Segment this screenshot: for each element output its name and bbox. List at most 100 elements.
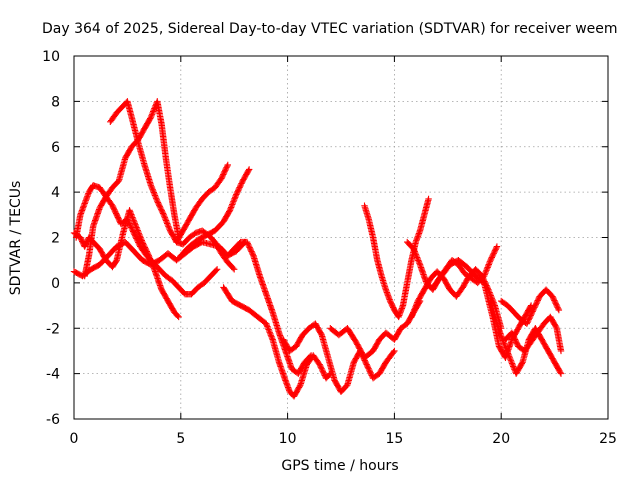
x-tick-label: 20 bbox=[492, 431, 510, 447]
data-point bbox=[266, 329, 273, 336]
data-point bbox=[507, 357, 515, 364]
data-point bbox=[220, 171, 227, 178]
x-tick-label: 25 bbox=[599, 431, 617, 447]
data-point bbox=[510, 364, 518, 372]
data-point bbox=[227, 205, 234, 213]
grid-lines bbox=[74, 56, 608, 419]
data-point bbox=[363, 361, 370, 368]
data-point bbox=[511, 336, 519, 343]
data-point bbox=[532, 301, 540, 308]
data-point bbox=[247, 247, 255, 254]
data-point bbox=[124, 216, 131, 223]
data-point bbox=[364, 364, 372, 371]
data-point bbox=[229, 264, 237, 272]
data-point bbox=[491, 248, 498, 256]
data-point bbox=[503, 347, 511, 354]
data-point bbox=[130, 217, 137, 224]
data-point bbox=[525, 316, 532, 323]
data-point bbox=[245, 241, 252, 248]
y-tick-label: 4 bbox=[51, 185, 60, 201]
data-point bbox=[416, 260, 423, 267]
data-point bbox=[263, 321, 271, 329]
data-point bbox=[509, 330, 516, 338]
data-point bbox=[512, 337, 519, 345]
data-point bbox=[154, 199, 162, 206]
axis-ticks: 0 5 10 15 20 25 -6 -4 -2 0 2 4 6 8 10 bbox=[42, 49, 617, 447]
data-point bbox=[245, 242, 253, 250]
data-point bbox=[166, 226, 173, 233]
data-point bbox=[155, 200, 162, 208]
data-point bbox=[524, 317, 532, 325]
data-point bbox=[164, 221, 171, 229]
data-point bbox=[151, 192, 159, 199]
data-point bbox=[230, 196, 238, 204]
x-tick-label: 0 bbox=[70, 431, 79, 447]
data-point bbox=[224, 161, 231, 169]
data-point bbox=[134, 237, 141, 245]
series-arc-8 bbox=[224, 238, 315, 377]
data-point bbox=[150, 187, 157, 195]
data-point bbox=[268, 334, 276, 342]
data-point bbox=[320, 369, 327, 376]
data-point bbox=[482, 268, 490, 275]
y-tick-label: -2 bbox=[46, 321, 60, 337]
data-point bbox=[487, 255, 495, 263]
data-point bbox=[489, 252, 496, 260]
data-point bbox=[554, 304, 561, 311]
data-point bbox=[147, 114, 155, 121]
data-point bbox=[531, 304, 538, 311]
data-point bbox=[222, 165, 230, 173]
data-point bbox=[484, 264, 491, 271]
data-point bbox=[218, 175, 225, 182]
data-point bbox=[551, 298, 559, 306]
data-point bbox=[504, 348, 511, 356]
data-point bbox=[317, 362, 324, 370]
data-point bbox=[151, 190, 158, 198]
data-point bbox=[129, 227, 136, 234]
data-point bbox=[152, 193, 159, 201]
x-axis-label: GPS time / hours bbox=[281, 458, 398, 474]
data-point bbox=[415, 258, 423, 266]
data-point bbox=[413, 254, 421, 261]
data-point bbox=[483, 265, 491, 273]
y-axis-label: SDTVAR / TECUs bbox=[8, 181, 24, 296]
data-point bbox=[231, 194, 239, 201]
data-points bbox=[70, 98, 565, 400]
data-point bbox=[137, 235, 145, 243]
data-point bbox=[157, 204, 164, 212]
data-point bbox=[557, 369, 564, 376]
data-point bbox=[263, 320, 270, 327]
data-point bbox=[320, 370, 328, 378]
data-point bbox=[502, 344, 509, 351]
data-point bbox=[124, 217, 132, 224]
data-point bbox=[246, 244, 253, 251]
data-point bbox=[226, 207, 234, 214]
data-point bbox=[296, 383, 303, 390]
data-point bbox=[410, 309, 417, 316]
data-point bbox=[415, 257, 422, 264]
data-point bbox=[223, 164, 230, 171]
data-point bbox=[414, 255, 421, 263]
data-point bbox=[248, 248, 255, 255]
series-arc-9 bbox=[220, 284, 334, 400]
data-point bbox=[364, 362, 371, 370]
data-point bbox=[149, 186, 156, 193]
data-point bbox=[162, 215, 169, 223]
data-point bbox=[552, 300, 559, 307]
series-arc-7 bbox=[177, 166, 253, 259]
data-point bbox=[527, 303, 534, 311]
data-point bbox=[151, 266, 158, 274]
data-point bbox=[485, 261, 492, 268]
data-point bbox=[484, 262, 492, 270]
series-arc-2 bbox=[72, 98, 182, 241]
series-arc-10 bbox=[280, 320, 398, 395]
data-point bbox=[174, 312, 181, 319]
data-point bbox=[425, 195, 432, 203]
data-point bbox=[493, 244, 500, 252]
data-point bbox=[219, 172, 226, 179]
data-point bbox=[531, 302, 539, 310]
data-point bbox=[164, 220, 171, 227]
data-point bbox=[508, 329, 516, 336]
data-point bbox=[555, 305, 562, 312]
data-point bbox=[411, 247, 418, 254]
